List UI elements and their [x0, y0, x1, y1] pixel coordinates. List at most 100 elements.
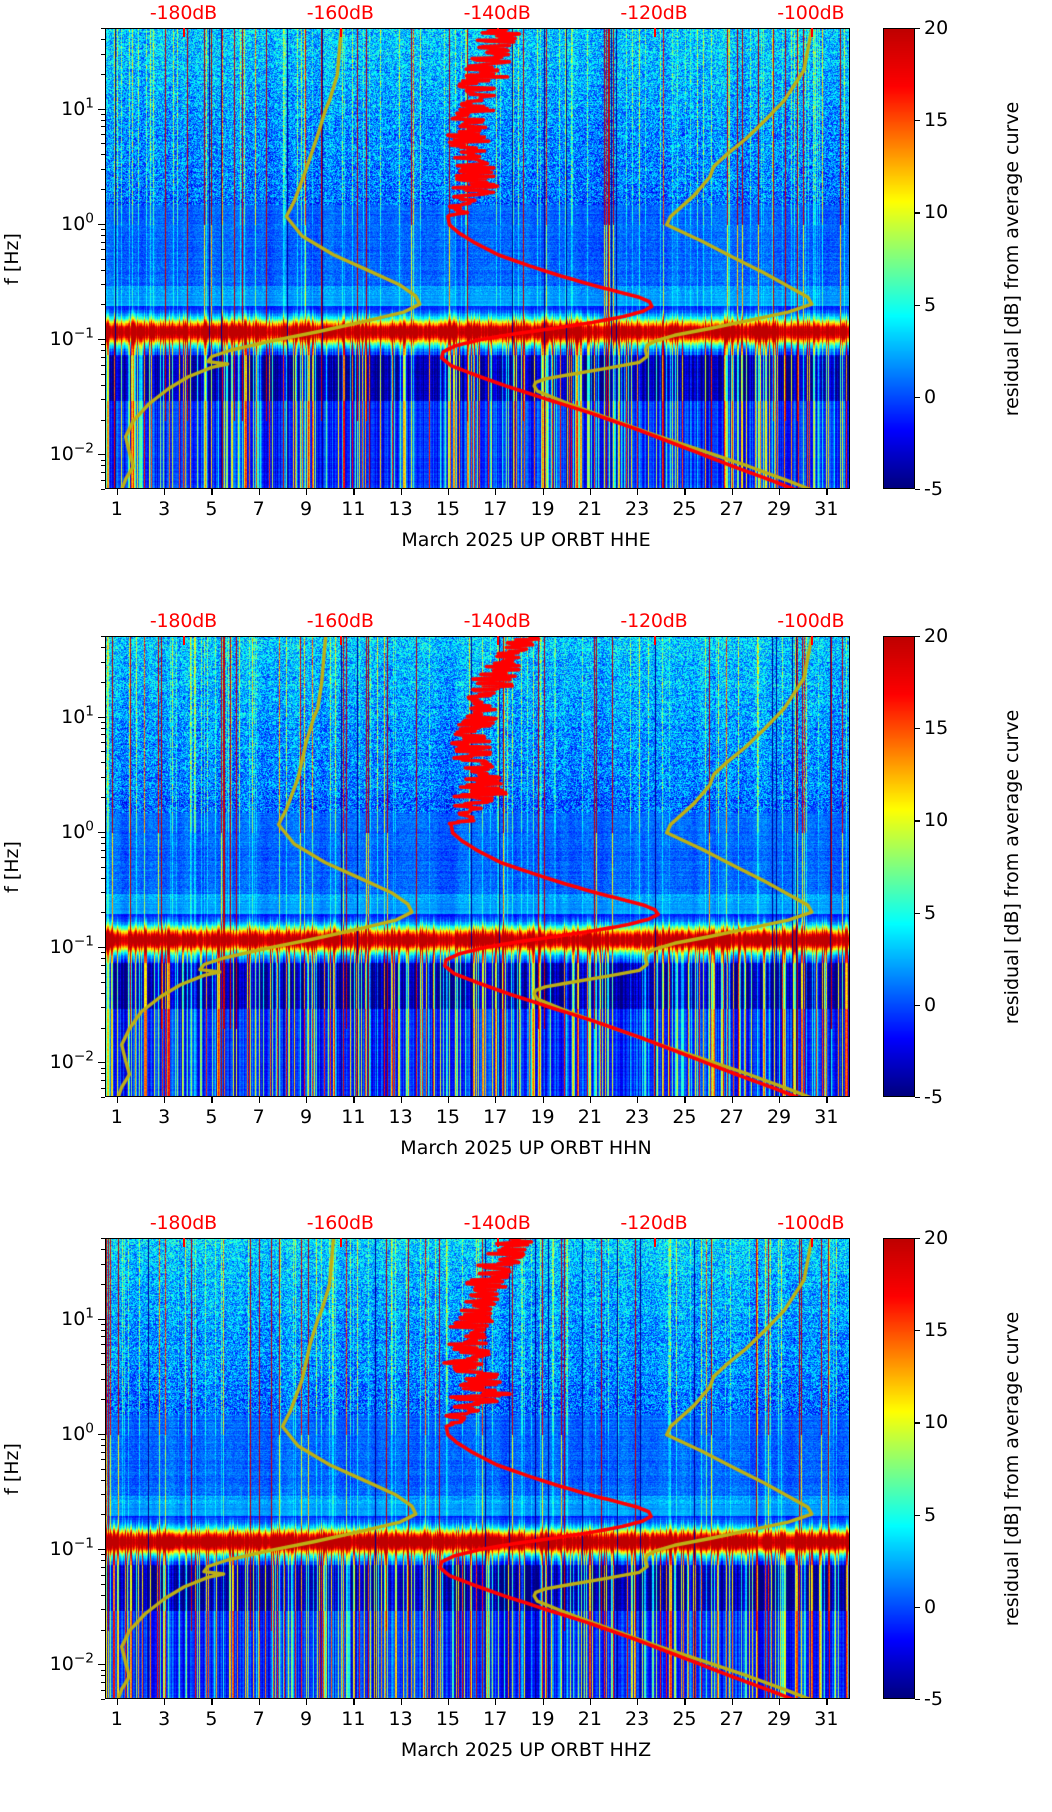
y-axis-tick — [98, 947, 105, 949]
x-axis-tick-label: 21 — [577, 1708, 602, 1730]
x-axis-tick-label: 7 — [252, 498, 265, 520]
y-axis-minor-tick — [101, 1669, 105, 1671]
y-axis-minor-tick — [101, 472, 105, 474]
x-axis-tick-label: 25 — [672, 1106, 697, 1128]
x-axis-tick-label: 21 — [577, 498, 602, 520]
y-axis-minor-tick — [101, 304, 105, 306]
y-axis-minor-tick — [101, 1609, 105, 1611]
x-axis-tick-label: 17 — [483, 1106, 508, 1128]
spectrogram-plot-area — [105, 1238, 850, 1699]
x-axis-tick — [589, 1097, 592, 1103]
x-axis-tick-label: 31 — [814, 1708, 839, 1730]
top-axis-tick — [497, 636, 500, 645]
top-axis-label--140db: -140dB — [463, 1212, 531, 1234]
panel-title: March 2025 UP ORBT HHZ — [400, 1739, 652, 1761]
x-axis-tick-label: 29 — [766, 1106, 792, 1128]
y-axis-minor-tick — [101, 28, 105, 29]
y-axis-minor-tick — [101, 1554, 105, 1556]
y-axis-minor-tick — [101, 1087, 105, 1089]
colorbar-label: residual [dB] from average curve — [1001, 1311, 1023, 1626]
x-axis-tick-label: 3 — [158, 498, 171, 520]
x-axis-tick — [495, 1097, 497, 1103]
x-axis-tick — [637, 489, 639, 495]
x-axis-tick-label: 9 — [299, 1106, 313, 1128]
x-axis-tick-label: 17 — [483, 498, 508, 520]
colorbar — [883, 1238, 915, 1699]
y-axis-minor-tick — [101, 465, 105, 467]
y-axis-minor-tick — [101, 189, 105, 191]
panel-title: March 2025 UP ORBT HHN — [400, 1137, 652, 1159]
y-axis-tick-label: 100 — [61, 818, 94, 843]
x-axis-tick-label: 5 — [205, 1708, 218, 1730]
y-axis-minor-tick — [101, 636, 105, 637]
x-axis-tick-label: 1 — [110, 1106, 123, 1128]
y-axis-minor-tick — [101, 1007, 105, 1009]
y-axis-tick-label: 101 — [61, 95, 94, 120]
colorbar-tick — [915, 912, 920, 914]
y-axis-minor-tick — [101, 1323, 105, 1325]
y-axis-minor-tick — [101, 762, 105, 764]
top-axis-label--160db: -160dB — [306, 2, 374, 24]
x-axis-tick — [211, 1699, 213, 1705]
x-axis-tick-label: 13 — [388, 498, 413, 520]
y-axis-minor-tick — [101, 1263, 105, 1265]
colorbar — [883, 28, 915, 489]
x-axis-tick — [779, 489, 781, 495]
x-axis-tick-label: 23 — [625, 498, 650, 520]
top-axis-label--100db: -100dB — [777, 610, 845, 632]
spectrogram-panel-2: -180dB -160dB -140dB -120dB -100dB 1 3 5 7 9 11 13 1… — [0, 608, 1052, 1210]
y-axis-minor-tick — [101, 1073, 105, 1075]
top-axis-label--160db: -160dB — [306, 1212, 374, 1234]
colorbar-tick — [915, 120, 920, 122]
y-axis-minor-tick — [101, 1574, 105, 1576]
y-axis-minor-tick — [101, 866, 105, 868]
x-axis-tick — [258, 489, 260, 495]
x-axis-tick — [211, 1097, 213, 1103]
x-axis-tick — [495, 1699, 497, 1705]
x-axis-tick-label: 31 — [814, 1106, 839, 1128]
x-axis-tick — [306, 489, 308, 495]
colorbar — [883, 636, 915, 1097]
y-axis-tick-label: 10−2 — [49, 440, 94, 466]
x-axis-tick — [164, 1097, 166, 1103]
y-axis-tick-label: 101 — [61, 703, 94, 728]
top-axis-label--160db: -160dB — [306, 610, 374, 632]
y-axis-minor-tick — [101, 1594, 105, 1596]
spectrogram-panel-1: -180dB -160dB -140dB -120dB -100dB 1 3 5 7 9 11 13 1… — [0, 0, 1052, 602]
y-axis-tick — [98, 1549, 105, 1551]
y-axis-minor-tick — [101, 119, 105, 121]
y-axis-minor-tick — [101, 154, 105, 156]
x-axis-tick — [826, 1097, 828, 1103]
x-axis-tick — [684, 1097, 686, 1103]
y-axis-minor-tick — [101, 981, 105, 983]
y-axis-minor-tick — [101, 234, 105, 236]
x-axis-tick — [447, 1699, 450, 1705]
y-axis-minor-tick — [101, 134, 105, 136]
y-axis-tick — [98, 1062, 105, 1064]
x-axis-tick-label: 19 — [530, 498, 555, 520]
y-axis-minor-tick — [101, 661, 105, 663]
y-axis-minor-tick — [101, 1560, 105, 1562]
x-axis-tick — [306, 1097, 308, 1103]
top-axis-tick — [183, 636, 186, 645]
y-axis-minor-tick — [101, 1027, 105, 1029]
y-axis-minor-tick — [101, 241, 105, 243]
colorbar-tick-label: 15 — [924, 717, 949, 740]
x-axis-tick — [447, 1097, 450, 1103]
y-axis-minor-tick — [101, 952, 105, 954]
y-axis-minor-tick — [101, 1364, 105, 1366]
x-axis-tick-label: 15 — [435, 1106, 461, 1128]
y-axis-minor-tick — [101, 1238, 105, 1239]
top-axis-tick — [340, 636, 343, 645]
colorbar-tick-label: 5 — [924, 293, 937, 316]
y-axis-tick — [98, 831, 105, 833]
y-axis-minor-tick — [101, 73, 105, 75]
y-axis-minor-tick — [101, 681, 105, 683]
x-axis-tick — [258, 1097, 260, 1103]
colorbar-tick — [915, 304, 920, 306]
y-axis-minor-tick — [101, 877, 105, 879]
x-axis-tick-label: 11 — [341, 498, 366, 520]
y-axis-minor-tick — [101, 126, 105, 128]
y-axis-minor-tick — [101, 53, 105, 55]
